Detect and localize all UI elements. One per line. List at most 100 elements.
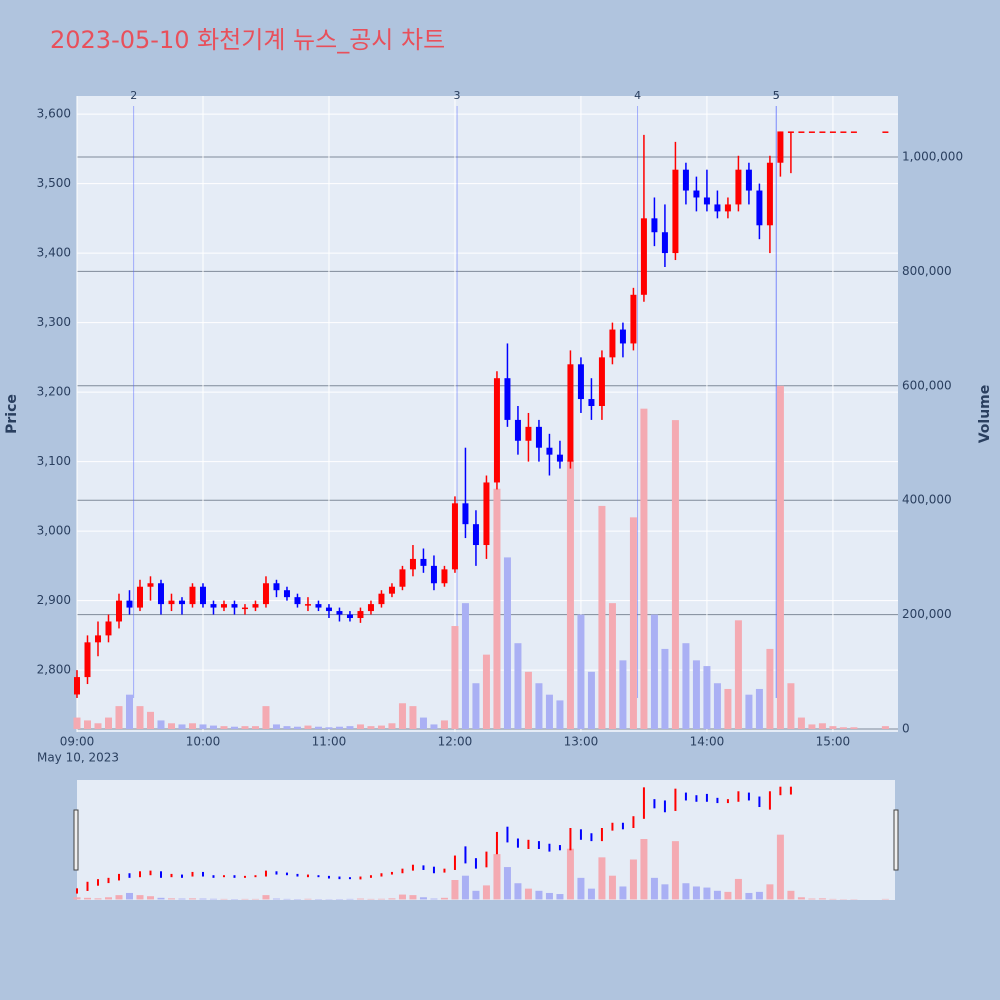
nav-volume-bar xyxy=(430,898,438,900)
candle-body xyxy=(462,503,469,525)
candle-body xyxy=(315,604,322,608)
volume-bar xyxy=(409,706,417,729)
candle-body xyxy=(273,583,280,591)
y-tick-label: 3,400 xyxy=(37,246,71,260)
volume-bar xyxy=(262,706,270,729)
candle-body xyxy=(231,604,238,608)
nav-volume-bar xyxy=(640,838,648,900)
candle-body xyxy=(136,586,143,608)
volume-bar xyxy=(682,643,690,729)
nav-volume-bar xyxy=(283,898,291,900)
nav-volume-bar xyxy=(619,886,627,900)
candle-body xyxy=(252,604,259,608)
news-label: 5 xyxy=(773,89,780,102)
news-label: 5 xyxy=(773,89,780,102)
nav-volume-bar xyxy=(188,898,196,900)
candle-body xyxy=(787,131,794,133)
range-handle[interactable] xyxy=(893,809,899,871)
candle-body xyxy=(829,131,836,133)
candle-body xyxy=(441,569,448,584)
nav-volume-bar xyxy=(94,898,102,900)
x-tick-label: 14:00 xyxy=(690,735,725,749)
candle-body xyxy=(777,131,784,163)
candle-body xyxy=(378,593,385,605)
nav-volume-bar xyxy=(419,897,427,900)
candle-body xyxy=(483,482,490,546)
candle-body xyxy=(577,364,584,400)
candle-body xyxy=(294,597,301,605)
volume-bar xyxy=(629,517,637,729)
nav-volume-bar xyxy=(650,877,658,900)
y2-tick-label: 0 xyxy=(902,721,910,735)
nav-volume-bar xyxy=(629,859,637,900)
nav-volume-bar xyxy=(388,898,396,900)
nav-volume-bar xyxy=(598,857,606,900)
range-slider[interactable] xyxy=(77,780,895,900)
candle-body xyxy=(640,218,647,295)
nav-volume-bar xyxy=(136,895,144,900)
range-handle[interactable] xyxy=(73,809,79,871)
volume-bar xyxy=(797,717,805,729)
volume-bar xyxy=(818,723,826,729)
volume-bar xyxy=(566,460,574,729)
volume-bar xyxy=(293,726,301,729)
volume-bar xyxy=(776,385,784,729)
candle-body xyxy=(157,583,164,605)
volume-bar xyxy=(619,660,627,729)
nav-volume-bar xyxy=(797,897,805,900)
volume-bar xyxy=(535,683,543,729)
volume-bar xyxy=(146,711,154,729)
plot-area xyxy=(77,96,898,732)
nav-volume-bar xyxy=(524,888,532,900)
nav-volume-bar xyxy=(346,898,354,900)
volume-bar xyxy=(451,626,459,729)
nav-volume-bar xyxy=(493,854,501,900)
nav-volume-bar xyxy=(608,875,616,900)
volume-bar xyxy=(388,723,396,729)
volume-bar xyxy=(671,420,679,729)
volume-bar xyxy=(241,726,249,729)
candle-body xyxy=(409,558,416,570)
nav-volume-bar xyxy=(241,898,249,900)
nav-volume-bar xyxy=(220,898,228,900)
volume-bar xyxy=(199,724,207,729)
nav-volume-bar xyxy=(724,891,732,900)
candle-body xyxy=(325,607,332,612)
nav-volume-bar xyxy=(587,888,595,900)
candle-body xyxy=(588,399,595,407)
volume-bar xyxy=(367,726,375,729)
volume-bar xyxy=(493,488,501,729)
candle-body xyxy=(357,611,364,619)
candle-body xyxy=(745,169,752,191)
candle-body xyxy=(472,524,479,546)
x-tick-label: 15:00 xyxy=(816,735,851,749)
nav-volume-bar xyxy=(881,898,889,900)
volume-bar xyxy=(829,726,837,729)
nav-volume-bar xyxy=(808,898,816,900)
volume-bar xyxy=(482,654,490,729)
volume-bar xyxy=(73,717,81,729)
candle-body xyxy=(703,197,710,205)
candle-body xyxy=(840,131,847,133)
nav-volume-bar xyxy=(115,895,123,900)
candle-body xyxy=(147,583,154,587)
volume-bar xyxy=(755,688,763,729)
volume-bar xyxy=(881,726,889,729)
candle-body xyxy=(346,614,353,619)
candle-body xyxy=(178,600,185,605)
y2-tick-label: 400,000 xyxy=(902,493,952,507)
nav-volume-bar xyxy=(535,890,543,900)
nav-volume-bar xyxy=(304,898,312,900)
candle-body xyxy=(619,329,626,344)
candle-body xyxy=(672,169,679,254)
x-tick-label: 12:00 xyxy=(438,735,473,749)
volume-bar xyxy=(272,724,280,729)
candle-body xyxy=(283,590,290,598)
volume-bar xyxy=(178,724,186,729)
news-label: 2 xyxy=(130,89,137,102)
nav-volume-bar xyxy=(356,898,364,900)
volume-bar xyxy=(461,603,469,729)
volume-bar xyxy=(104,717,112,729)
volume-bar xyxy=(430,724,438,729)
nav-volume-bar xyxy=(818,898,826,900)
